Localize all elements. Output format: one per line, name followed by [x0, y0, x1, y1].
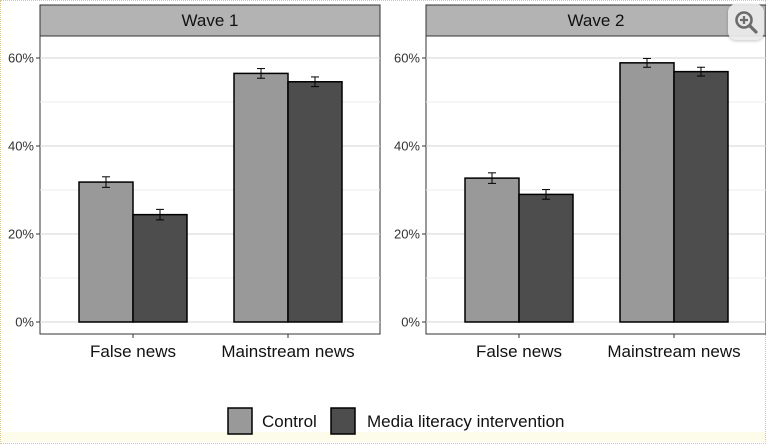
y-tick-label: 20%	[394, 227, 420, 242]
bar	[619, 62, 675, 323]
x-category-label: Mainstream news	[221, 342, 354, 361]
y-tick-label: 20%	[8, 227, 34, 242]
panel-2-strip	[425, 4, 766, 37]
legend-label: Control	[262, 412, 317, 431]
y-tick-label: 0%	[15, 315, 34, 330]
y-tick-label: 60%	[394, 51, 420, 66]
legend-label: Media literacy intervention	[367, 412, 564, 431]
legend-key	[227, 407, 253, 435]
bar	[464, 177, 520, 323]
zoom-button[interactable]	[728, 4, 764, 40]
y-tick-label: 40%	[8, 139, 34, 154]
x-category-label: False news	[90, 342, 176, 361]
bar	[518, 193, 574, 323]
bar	[132, 213, 188, 323]
y-tick-label: 60%	[8, 51, 34, 66]
legend-key	[330, 407, 356, 435]
y-tick-label: 0%	[401, 315, 420, 330]
bottom-band	[1, 432, 765, 442]
y-tick-label: 40%	[394, 139, 420, 154]
panel-title: Wave 1	[181, 11, 238, 30]
zoom-in-icon	[735, 11, 758, 34]
panel-title: Wave 2	[567, 11, 624, 30]
bar	[287, 81, 343, 323]
bar	[673, 70, 729, 323]
bar	[233, 72, 289, 323]
x-category-label: False news	[476, 342, 562, 361]
panel-1-strip	[39, 4, 381, 37]
bar	[78, 181, 134, 323]
x-category-label: Mainstream news	[607, 342, 740, 361]
